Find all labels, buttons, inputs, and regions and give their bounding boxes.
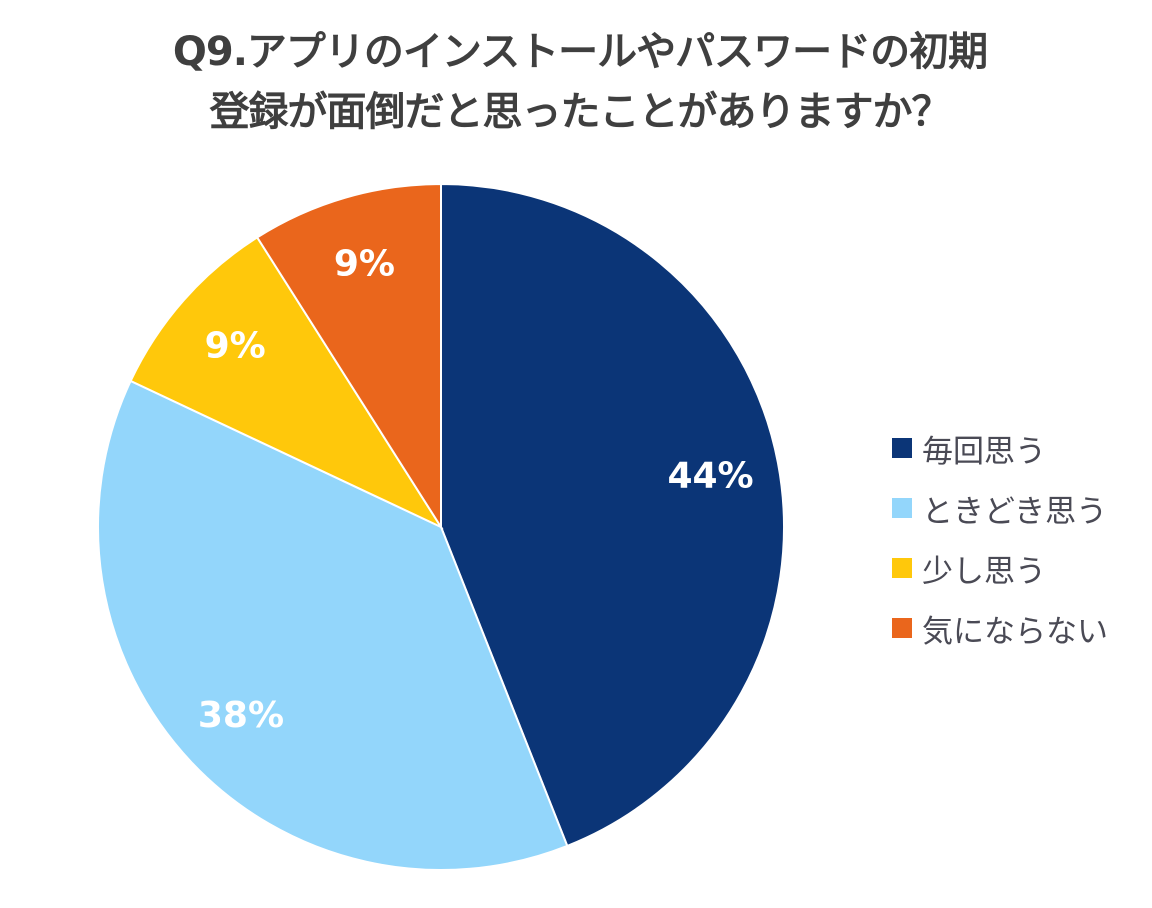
legend-label: 気にならない [922, 613, 1108, 650]
data-label: 9% [205, 326, 266, 367]
pie-slice [255, 182, 442, 531]
legend-swatch [892, 618, 912, 638]
title-line-1: Q9.アプリのインストールやパスワードの初期 [172, 29, 988, 75]
legend-swatch [892, 438, 912, 458]
legend-label: 少し思う [922, 553, 1046, 590]
data-label: 9% [334, 243, 395, 284]
legend: 毎回思う ときどき思う 少し思う 気にならない [892, 418, 1108, 658]
legend-item: ときどき思う [892, 478, 1108, 538]
title-line-2: 登録が面倒だと思ったことがありますか？ [209, 89, 952, 135]
pie-slice [97, 379, 569, 871]
legend-label: ときどき思う [922, 493, 1108, 530]
chart-title: Q9.アプリのインストールやパスワードの初期 登録が面倒だと思ったことがあります… [0, 22, 1152, 142]
data-label: 44% [667, 456, 753, 497]
legend-swatch [892, 558, 912, 578]
legend-item: 少し思う [892, 538, 1108, 598]
data-label: 38% [198, 695, 284, 736]
legend-swatch [892, 498, 912, 518]
pie-slice [440, 182, 785, 848]
legend-item: 毎回思う [892, 418, 1108, 478]
legend-label: 毎回思う [922, 433, 1046, 470]
legend-item: 気にならない [892, 598, 1108, 658]
pie-slice [129, 236, 444, 530]
